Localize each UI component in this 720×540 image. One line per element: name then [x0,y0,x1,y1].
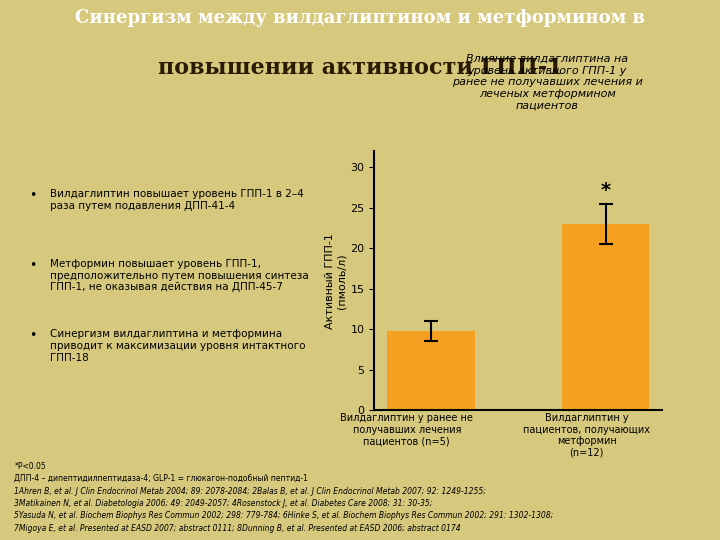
Text: Вилдаглиптин у ранее не
получавших лечения
пациентов (n=5): Вилдаглиптин у ранее не получавших лечен… [341,413,473,446]
Text: 5Yasuda N, et al. Biochem Biophys Res Commun 2002; 298: 779-784; 6Hinke S, et al: 5Yasuda N, et al. Biochem Biophys Res Co… [14,511,554,521]
Text: повышении активности ГПП-1: повышении активности ГПП-1 [158,57,562,79]
Text: •: • [29,259,36,272]
Text: Вилдаглиптин у
пациентов, получающих
метформин
(n=12): Вилдаглиптин у пациентов, получающих мет… [523,413,650,458]
Text: ДПП-4 – дипептидилпептидаза-4; GLP-1 = глюкагон-подобный пептид-1: ДПП-4 – дипептидилпептидаза-4; GLP-1 = г… [14,474,308,483]
Text: •: • [29,189,36,202]
Text: 3Matikainen N, et al. Diabetologia 2006; 49: 2049-2057; 4Rosenstock J, et al. Di: 3Matikainen N, et al. Diabetologia 2006;… [14,499,433,508]
Bar [562,224,649,410]
Text: Влияние вилдаглиптина на
уровень активного ГПП-1 у
ранее не получавших лечения и: Влияние вилдаглиптина на уровень активно… [451,54,643,110]
Text: Синергизм между вилдаглиптином и метформином в: Синергизм между вилдаглиптином и метформ… [75,9,645,26]
Text: 1Ahren B, et al. J Clin Endocrinol Metab 2004; 89: 2078-2084; 2Balas B, et al. J: 1Ahren B, et al. J Clin Endocrinol Metab… [14,487,486,496]
Text: *: * [600,181,611,200]
Text: 7Migoya E, et al. Presented at EASD 2007; abstract 0111; 8Dunning B, et al. Pres: 7Migoya E, et al. Presented at EASD 2007… [14,524,461,533]
Text: Вилдаглиптин повышает уровень ГПП-1 в 2–4
раза путем подавления ДПП-41-4: Вилдаглиптин повышает уровень ГПП-1 в 2–… [50,189,304,211]
Text: •: • [29,329,36,342]
Bar [387,331,474,410]
Text: Синергизм вилдаглиптина и метформина
приводит к максимизации уровня интактного
Г: Синергизм вилдаглиптина и метформина при… [50,329,306,362]
Text: *P<0.05: *P<0.05 [14,462,46,471]
Y-axis label: Активный ГПП-1
(пмоль/л): Активный ГПП-1 (пмоль/л) [325,233,346,329]
Text: Метформин повышает уровень ГПП-1,
предположительно путем повышения синтеза
ГПП-1: Метформин повышает уровень ГПП-1, предпо… [50,259,309,293]
